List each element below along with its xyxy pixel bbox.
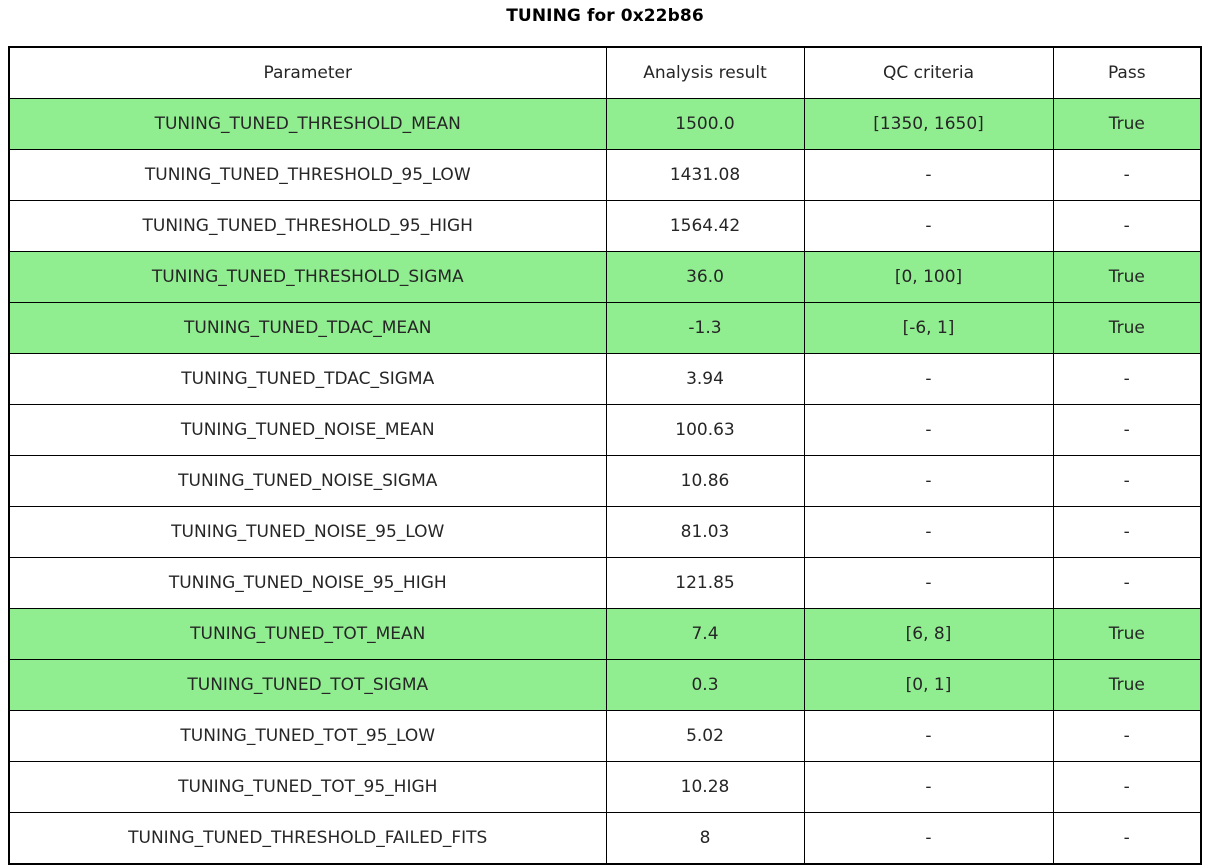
cell-qc_criteria: - xyxy=(803,353,1054,405)
column-header-pass: Pass xyxy=(1052,46,1202,99)
cell-parameter: TUNING_TUNED_THRESHOLD_95_HIGH xyxy=(8,200,607,252)
table-row: TUNING_TUNED_THRESHOLD_MEAN 1500.0 [1350, … xyxy=(8,98,1202,150)
cell-qc_criteria: - xyxy=(803,455,1054,507)
cell-analysis_result: 1431.08 xyxy=(605,149,805,201)
cell-qc_criteria: - xyxy=(803,149,1054,201)
cell-pass: - xyxy=(1052,404,1202,456)
qc-table-container: Parameter Analysis result QC criteria Pass T… xyxy=(8,46,1202,865)
cell-analysis_result: 8 xyxy=(605,812,805,865)
cell-analysis_result: 5.02 xyxy=(605,710,805,762)
table-row: TUNING_TUNED_NOISE_MEAN 100.63- - xyxy=(8,404,1202,456)
cell-pass: True xyxy=(1052,98,1202,150)
table-row: TUNING_TUNED_THRESHOLD_95_HIGH 1564.42- - xyxy=(8,200,1202,252)
cell-qc_criteria: [1350, 1650] xyxy=(803,98,1054,150)
cell-analysis_result: 10.28 xyxy=(605,761,805,813)
cell-analysis_result: 10.86 xyxy=(605,455,805,507)
cell-parameter: TUNING_TUNED_TOT_95_HIGH xyxy=(8,761,607,813)
cell-parameter: TUNING_TUNED_NOISE_95_LOW xyxy=(8,506,607,558)
table-row: TUNING_TUNED_NOISE_95_HIGH 121.85- - xyxy=(8,557,1202,609)
cell-parameter: TUNING_TUNED_NOISE_95_HIGH xyxy=(8,557,607,609)
cell-qc_criteria: - xyxy=(803,557,1054,609)
table-row: TUNING_TUNED_TOT_SIGMA 0.3 [0, 1] True xyxy=(8,659,1202,711)
cell-qc_criteria: [0, 1] xyxy=(803,659,1054,711)
table-row: TUNING_TUNED_TDAC_MEAN -1.3 [-6, 1] True xyxy=(8,302,1202,354)
cell-pass: - xyxy=(1052,710,1202,762)
cell-analysis_result: 81.03 xyxy=(605,506,805,558)
cell-pass: - xyxy=(1052,812,1202,865)
table-row: TUNING_TUNED_THRESHOLD_SIGMA 36.0 [0, 100]… xyxy=(8,251,1202,303)
cell-pass: - xyxy=(1052,761,1202,813)
cell-analysis_result: 7.4 xyxy=(605,608,805,660)
table-row: TUNING_TUNED_TOT_95_LOW 5.02- - xyxy=(8,710,1202,762)
cell-parameter: TUNING_TUNED_TOT_95_LOW xyxy=(8,710,607,762)
cell-pass: - xyxy=(1052,353,1202,405)
table-row: TUNING_TUNED_TOT_MEAN 7.4 [6, 8] True xyxy=(8,608,1202,660)
cell-qc_criteria: - xyxy=(803,761,1054,813)
cell-parameter: TUNING_TUNED_THRESHOLD_95_LOW xyxy=(8,149,607,201)
table-header-row: Parameter Analysis result QC criteria Pass xyxy=(8,46,1202,99)
qc-results-table: Parameter Analysis result QC criteria Pass T… xyxy=(8,46,1202,865)
cell-qc_criteria: - xyxy=(803,506,1054,558)
cell-pass: - xyxy=(1052,557,1202,609)
column-header-parameter: Parameter xyxy=(8,46,607,99)
page-title: TUNING for 0x22b86 xyxy=(506,6,704,26)
cell-qc_criteria: - xyxy=(803,710,1054,762)
cell-parameter: TUNING_TUNED_TDAC_SIGMA xyxy=(8,353,607,405)
cell-qc_criteria: - xyxy=(803,404,1054,456)
cell-pass: True xyxy=(1052,302,1202,354)
cell-analysis_result: -1.3 xyxy=(605,302,805,354)
cell-parameter: TUNING_TUNED_THRESHOLD_SIGMA xyxy=(8,251,607,303)
cell-pass: - xyxy=(1052,506,1202,558)
cell-parameter: TUNING_TUNED_NOISE_SIGMA xyxy=(8,455,607,507)
cell-pass: True xyxy=(1052,251,1202,303)
cell-qc_criteria: - xyxy=(803,812,1054,865)
cell-analysis_result: 1500.0 xyxy=(605,98,805,150)
cell-pass: - xyxy=(1052,149,1202,201)
cell-analysis_result: 1564.42 xyxy=(605,200,805,252)
cell-parameter: TUNING_TUNED_TOT_MEAN xyxy=(8,608,607,660)
cell-analysis_result: 121.85 xyxy=(605,557,805,609)
cell-analysis_result: 0.3 xyxy=(605,659,805,711)
table-row: TUNING_TUNED_NOISE_SIGMA 10.86- - xyxy=(8,455,1202,507)
table-row: TUNING_TUNED_THRESHOLD_FAILED_FITS 8- - xyxy=(8,812,1202,865)
cell-pass: True xyxy=(1052,608,1202,660)
cell-parameter: TUNING_TUNED_THRESHOLD_FAILED_FITS xyxy=(8,812,607,865)
cell-analysis_result: 36.0 xyxy=(605,251,805,303)
cell-analysis_result: 3.94 xyxy=(605,353,805,405)
cell-qc_criteria: [0, 100] xyxy=(803,251,1054,303)
table-body: Parameter Analysis result QC criteria Pass T… xyxy=(8,46,1202,865)
table-row: TUNING_TUNED_TOT_95_HIGH 10.28- - xyxy=(8,761,1202,813)
table-row: TUNING_TUNED_NOISE_95_LOW 81.03- - xyxy=(8,506,1202,558)
cell-parameter: TUNING_TUNED_TOT_SIGMA xyxy=(8,659,607,711)
cell-pass: - xyxy=(1052,200,1202,252)
cell-pass: - xyxy=(1052,455,1202,507)
column-header-analysis_result: Analysis result xyxy=(605,46,805,99)
cell-qc_criteria: [-6, 1] xyxy=(803,302,1054,354)
table-row: TUNING_TUNED_THRESHOLD_95_LOW 1431.08- - xyxy=(8,149,1202,201)
cell-pass: True xyxy=(1052,659,1202,711)
cell-parameter: TUNING_TUNED_TDAC_MEAN xyxy=(8,302,607,354)
cell-parameter: TUNING_TUNED_NOISE_MEAN xyxy=(8,404,607,456)
cell-analysis_result: 100.63 xyxy=(605,404,805,456)
cell-qc_criteria: [6, 8] xyxy=(803,608,1054,660)
cell-parameter: TUNING_TUNED_THRESHOLD_MEAN xyxy=(8,98,607,150)
column-header-qc_criteria: QC criteria xyxy=(803,46,1054,99)
cell-qc_criteria: - xyxy=(803,200,1054,252)
table-row: TUNING_TUNED_TDAC_SIGMA 3.94- - xyxy=(8,353,1202,405)
